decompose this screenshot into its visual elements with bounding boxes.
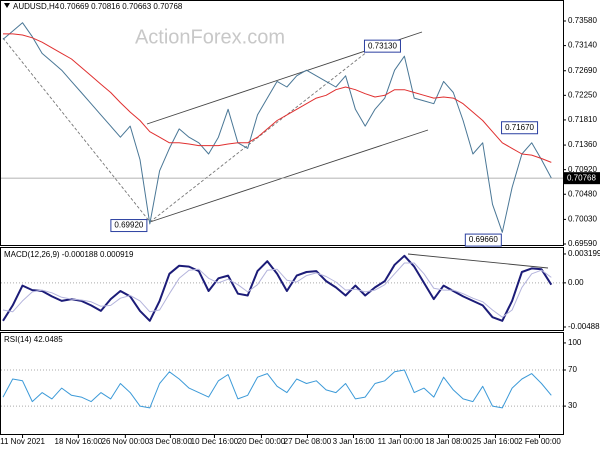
price-label: 0.71670 [505, 123, 534, 132]
x-tick-label: 27 Dec 08:00 [284, 437, 332, 446]
x-tick-label: 18 Jan 08:00 [425, 437, 472, 446]
y-tick-label: 0.70920 [568, 165, 597, 174]
x-tick-label: 20 Dec 00:00 [238, 437, 286, 446]
x-tick-label: 2 Feb 00:00 [518, 437, 561, 446]
price-label-box [464, 233, 502, 247]
x-tick-label: 11 Jan 00:00 [378, 437, 424, 446]
rsi-frame [0, 332, 564, 435]
y-tick-label: 0.00 [568, 278, 584, 287]
watermark: ActionForex.com [135, 26, 285, 48]
y-tick-label: 0.73140 [568, 41, 597, 50]
symbol-title: AUDUSD,H4 [13, 2, 60, 11]
series-line [2, 262, 552, 318]
dashed-line [149, 47, 373, 223]
y-tick-label: 0.73580 [568, 16, 597, 25]
y-tick-label: 0.70030 [568, 215, 597, 224]
price-label: 0.73130 [368, 41, 397, 50]
x-tick-label: 3 Jan 16:00 [333, 437, 375, 446]
x-tick-label: 18 Nov 16:00 [55, 437, 103, 446]
price-label: 0.69660 [469, 235, 498, 244]
main-frame [0, 0, 564, 246]
x-tick-label: 25 Jan 16:00 [472, 437, 519, 446]
last-price-label: 0.70768 [567, 173, 596, 182]
series-line [2, 22, 552, 233]
macd-frame [0, 247, 564, 331]
y-tick-label: 0.71810 [568, 115, 597, 124]
dashed-line [2, 37, 151, 223]
series-line [2, 369, 552, 409]
y-tick-label: 0.003199 [568, 249, 600, 258]
y-tick-label: 70 [568, 365, 577, 374]
y-tick-label: 0.72690 [568, 66, 597, 75]
x-tick-label: 26 Nov 00:00 [102, 437, 150, 446]
series-line [3, 33, 552, 163]
macd-trend-line [407, 253, 549, 269]
y-tick-label: 0.69590 [568, 239, 597, 248]
price-label-box [501, 121, 539, 135]
y-tick-label: 0.72250 [568, 90, 597, 99]
last-price-box [563, 172, 600, 185]
x-tick-label: 11 Nov 2021 [0, 437, 45, 446]
price-label-box [363, 39, 401, 53]
y-tick-label: 0.70480 [568, 189, 597, 198]
y-tick-label: 30 [568, 401, 577, 410]
y-tick-label: 0.71360 [568, 140, 597, 149]
price-label: 0.69920 [114, 221, 143, 230]
price-label-box [110, 219, 148, 233]
channel-lower [149, 129, 429, 223]
y-tick-label: -0.004887 [568, 322, 600, 331]
menu-triangle [4, 3, 10, 8]
x-tick-label: 3 Dec 08:00 [149, 437, 193, 446]
y-tick-label: 100 [568, 338, 582, 347]
macd-title: MACD(12,26,9) -0.000188 0.000919 [4, 250, 134, 259]
series-line [2, 254, 553, 322]
x-tick-label: 10 Dec 16:00 [191, 437, 239, 446]
rsi-title: RSI(14) 42.0485 [4, 335, 63, 344]
ohlc-header: 0.70669 0.70816 0.70663 0.70768 [60, 2, 183, 11]
